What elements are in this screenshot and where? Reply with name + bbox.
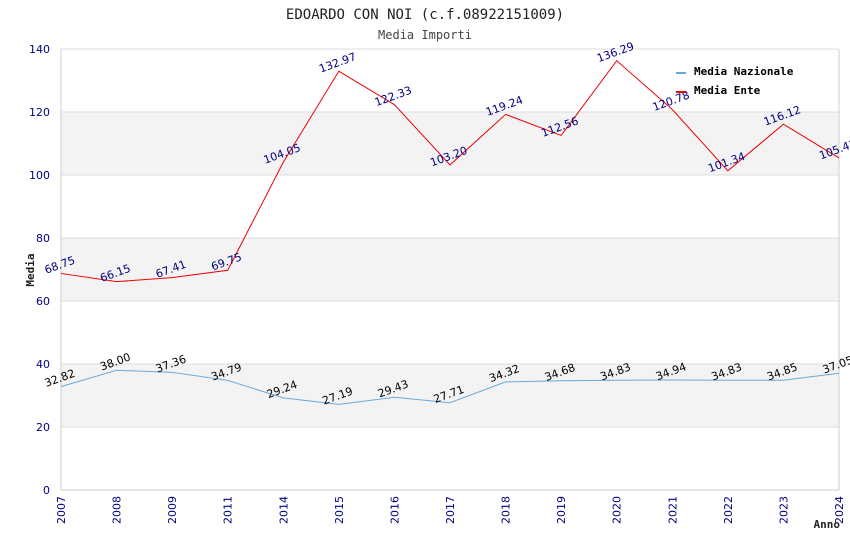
legend-label-media-nazionale: Media Nazionale — [694, 65, 794, 78]
grid-bands — [61, 112, 839, 427]
x-tick-label: 2024 — [833, 496, 846, 524]
x-axis-ticks: 2007 2008 2009 2011 2014 2015 2016 2017 2018 2019… — [55, 496, 846, 524]
x-tick-label: 2014 — [277, 496, 290, 524]
y-axis-ticks: 0 20 40 60 80 100 120 140 — [29, 43, 50, 497]
x-tick-label: 2011 — [222, 496, 235, 524]
y-tick-label: 60 — [36, 295, 50, 308]
y-tick-label: 0 — [43, 484, 50, 497]
x-tick-label: 2015 — [333, 496, 346, 524]
legend-label-media-ente: Media Ente — [694, 84, 761, 97]
y-tick-label: 40 — [36, 358, 50, 371]
grid-lines — [60, 48, 840, 491]
x-tick-label: 2009 — [166, 496, 179, 524]
series-lines — [60, 59, 840, 405]
y-tick-label: 100 — [29, 169, 50, 182]
x-tick-label: 2017 — [444, 496, 457, 524]
x-tick-label: 2021 — [666, 496, 679, 524]
x-tick-label: 2007 — [55, 496, 68, 524]
y-axis-title: Media — [24, 253, 37, 286]
x-tick-label: 2016 — [388, 496, 401, 524]
chart-subtitle: Media Importi — [378, 28, 472, 42]
x-tick-label: 2008 — [111, 496, 124, 524]
x-tick-label: 2022 — [722, 496, 735, 524]
x-tick-label: 2019 — [555, 496, 568, 524]
y-tick-label: 140 — [29, 43, 50, 56]
data-label: 122.33 — [373, 84, 414, 109]
y-tick-label: 120 — [29, 106, 50, 119]
grid-band — [61, 364, 839, 427]
data-label: 136.29 — [595, 40, 636, 65]
x-axis-title: Anno — [814, 518, 841, 531]
x-tick-label: 2023 — [777, 496, 790, 524]
y-tick-label: 20 — [36, 421, 50, 434]
chart-title: EDOARDO CON NOI (c.f.08922151009) — [286, 7, 564, 23]
x-tick-label: 2018 — [500, 496, 513, 524]
x-tick-label: 2020 — [611, 496, 624, 524]
series-line-media-ente — [60, 59, 840, 283]
grid-band — [61, 238, 839, 301]
data-label: 132.97 — [317, 50, 358, 75]
y-tick-label: 80 — [36, 232, 50, 245]
legend: Media Nazionale Media Ente — [676, 65, 794, 97]
series-line-media-nazionale — [60, 369, 840, 405]
